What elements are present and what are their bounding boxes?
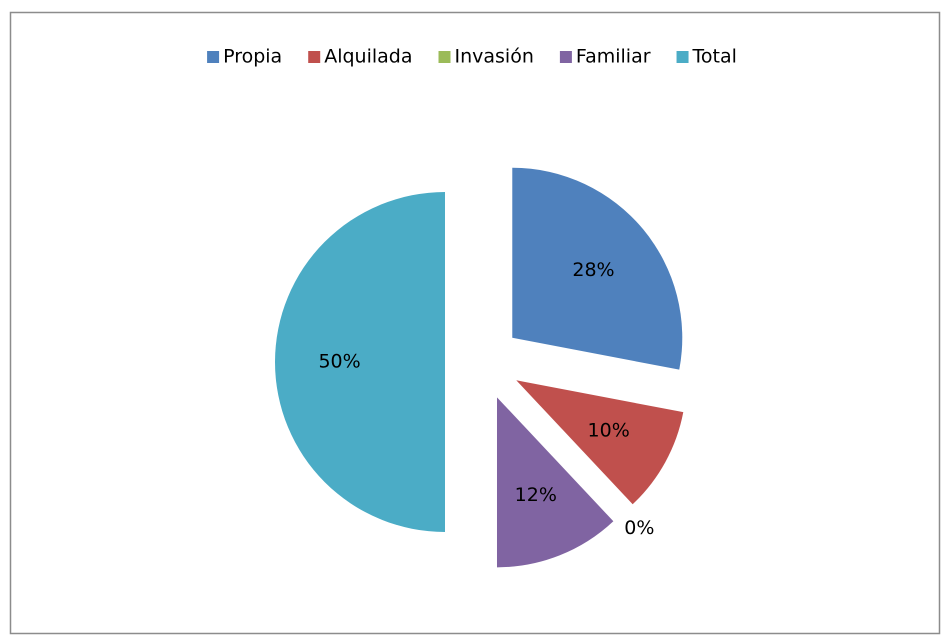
legend-swatch	[207, 51, 220, 63]
data-label: 28%	[572, 259, 614, 281]
legend-label: Total	[692, 46, 737, 68]
legend-swatch	[308, 51, 321, 63]
legend-swatch	[559, 51, 572, 63]
data-label: 10%	[588, 420, 630, 442]
legend-swatch	[676, 51, 689, 63]
pie-slice	[516, 380, 684, 505]
legend-swatch	[438, 51, 451, 63]
legend-label: Propia	[223, 46, 282, 68]
legend-label: Familiar	[576, 46, 651, 68]
data-label: 12%	[515, 484, 557, 506]
legend-label: Invasión	[455, 46, 534, 68]
pie-slice	[496, 397, 614, 568]
data-label: 0%	[624, 517, 654, 539]
pie-slice	[275, 192, 445, 532]
data-label: 50%	[318, 351, 360, 373]
pie-slice	[512, 167, 683, 370]
chart-border	[9, 11, 941, 635]
legend-label: Alquilada	[324, 46, 412, 68]
